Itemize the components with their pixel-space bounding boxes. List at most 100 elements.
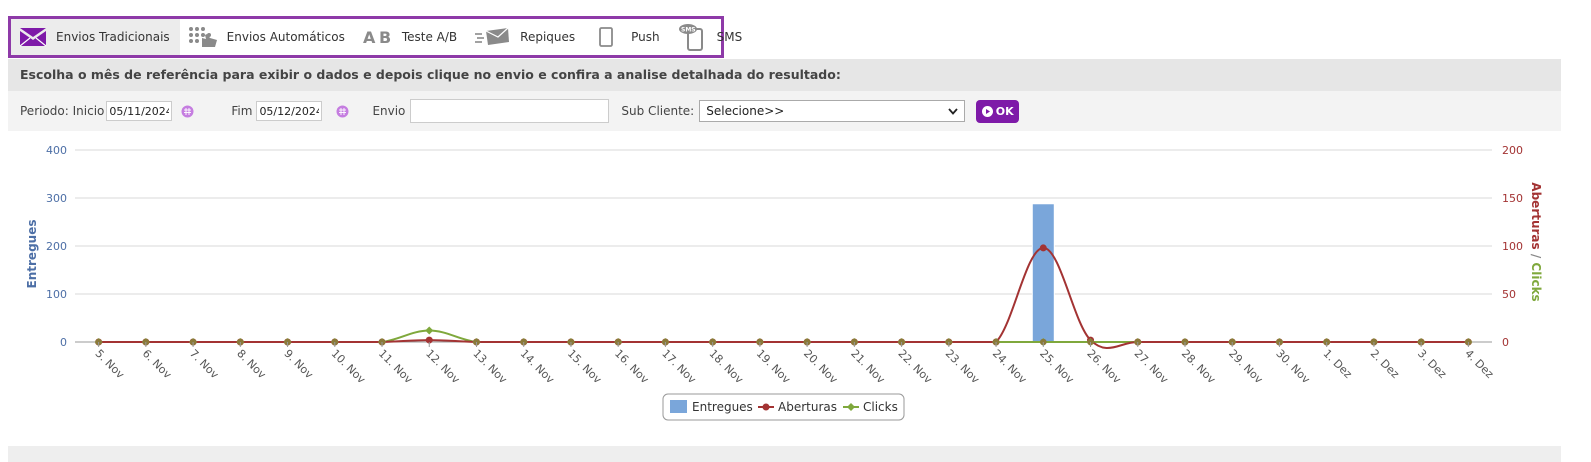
tab-push[interactable]: Push [585,19,670,55]
x-tick-label: 13. Nov [470,347,510,387]
x-tick-label: 10. Nov [329,347,369,387]
x-tick-label: 1. Dez [1321,347,1355,381]
x-tick-label: 20. Nov [801,347,841,387]
x-tick-label: 4. Dez [1462,347,1496,381]
legend-marker-aberturas [762,403,770,411]
legend-box [662,393,905,421]
y-right-tick-label: 150 [1502,192,1523,205]
x-tick-label: 26. Nov [1084,347,1124,387]
chevron-down-icon [948,104,958,118]
x-tick-label: 3. Dez [1415,347,1449,381]
automation-icon [188,26,218,48]
point-aberturas [1039,244,1047,252]
x-tick-label: 30. Nov [1273,347,1313,387]
axis-title-clicks: Clicks [1529,262,1543,301]
periodo-label: Periodo: Inicio [20,104,105,118]
tab-label: Repiques [520,30,576,44]
series-line-clicks [98,329,1469,343]
inicio-date-input[interactable] [106,101,173,121]
subcliente-select[interactable]: Selecione>> [699,100,966,122]
x-tick-label: 27. Nov [1132,347,1172,387]
instruction-header: Escolha o mês de referência para exibir … [8,59,1561,91]
legend-label-aberturas: Aberturas [778,400,837,414]
y-left-tick-label: 100 [46,288,67,301]
tab-envios-automaticos[interactable]: Envios Automáticos [180,19,355,55]
bar-entregues [1031,203,1055,343]
report-panel: Escolha o mês de referência para exibir … [8,59,1561,462]
axis-title-aberturas: Aberturas [1529,182,1543,249]
x-tick-label: 28. Nov [1179,347,1219,387]
tab-label: Push [631,30,660,44]
tab-repiques[interactable]: Repiques [467,19,585,55]
axis-title-separator: / [1529,250,1543,263]
tab-envios-tradicionais[interactable]: Envios Tradicionais [11,19,180,55]
tab-label: Envios Tradicionais [56,30,170,44]
x-tick-label: 18. Nov [707,347,747,387]
x-tick-label: 25. Nov [1037,347,1077,387]
play-icon [981,105,993,117]
y-left-tick-label: 400 [46,144,67,157]
y-left-axis-title: Entregues [25,220,39,289]
x-tick-label: 11. Nov [376,347,416,387]
envio-label: Envio [372,104,406,118]
tab-label: SMS [716,30,743,44]
x-tick-label: 29. Nov [1226,347,1266,387]
x-tick-label: 21. Nov [848,347,888,387]
send-type-tabs: Envios Tradicionais Envios Automáticos A… [8,16,742,58]
x-tick-label: 19. Nov [754,347,794,387]
x-tick-label: 17. Nov [659,347,699,387]
x-tick-label: 14. Nov [518,347,558,387]
y-left-tick-label: 200 [46,240,67,253]
point-aberturas [425,336,433,344]
svg-text:A: A [363,29,376,45]
x-tick-label: 6. Nov [140,347,175,382]
envio-input[interactable] [410,99,610,123]
series-line-aberturas [98,246,1469,350]
x-tick-label: 8. Nov [234,347,269,382]
legend-label-entregues: Entregues [692,400,753,414]
filter-bar: Periodo: Inicio Fim Envio Sub Cliente: S… [8,91,1561,131]
x-tick-label: 24. Nov [990,347,1030,387]
fim-label: Fim [231,104,253,118]
svg-text:B: B [379,29,391,45]
tab-label: Teste A/B [401,30,458,44]
y-left-tick-label: 0 [60,336,67,349]
sms-icon: SMS [678,23,708,51]
y-right-tick-label: 100 [1502,240,1523,253]
envelope-icon [19,27,47,47]
x-tick-label: 12. Nov [423,347,463,387]
point-clicks [425,326,434,335]
bottom-strip [8,446,1561,462]
x-tick-label: 7. Nov [187,347,222,382]
resend-icon [475,26,511,48]
subcliente-selected: Selecione>> [706,104,785,118]
tab-sms[interactable]: SMS SMS [670,19,753,55]
ok-label: OK [995,104,1014,118]
x-tick-label: 22. Nov [895,347,935,387]
legend-swatch-entregues [670,400,687,413]
chart-svg: 0 100 200 300 400 0 50 100 150 200 Entregues Abertu… [25,144,1543,421]
y-left-tick-label: 300 [46,192,67,205]
subcliente-label: Sub Cliente: [621,104,695,118]
x-tick-label: 23. Nov [943,347,983,387]
tab-label: Envios Automáticos [226,30,345,44]
y-right-tick-label: 50 [1502,288,1516,301]
ok-button[interactable]: OK [976,99,1020,123]
x-tick-label: 5. Nov [92,347,127,382]
x-tick-label: 9. Nov [281,347,316,382]
x-tick-label: 15. Nov [565,347,605,387]
calendar-icon[interactable] [181,105,194,118]
x-tick-label: 16. Nov [612,347,652,387]
y-right-tick-label: 200 [1502,144,1523,157]
legend-label-clicks: Clicks [863,400,898,414]
y-right-tick-label: 0 [1502,336,1509,349]
fim-date-input[interactable] [256,101,323,121]
chart-legend: Entregues Aberturas Clicks [662,393,905,421]
x-tick-label: 2. Dez [1368,347,1402,381]
y-right-axis-title: Aberturas / Clicks [1529,182,1543,301]
chart-area: 0 100 200 300 400 0 50 100 150 200 Entregues Abertu… [8,131,1561,445]
mobile-icon [599,27,614,47]
calendar-icon[interactable] [336,105,349,118]
